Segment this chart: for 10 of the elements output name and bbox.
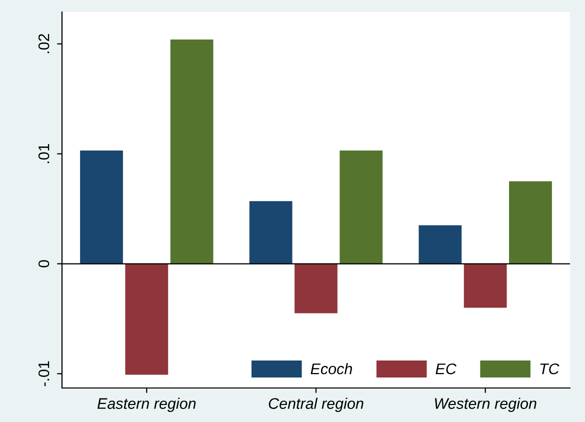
- y-tick-label: .01: [38, 144, 50, 164]
- legend-label: TC: [540, 363, 560, 374]
- y-tick-label: -.01: [38, 361, 50, 386]
- legend-label: Ecoch: [310, 363, 352, 374]
- x-tick-label: Eastern region: [97, 398, 196, 412]
- y-tick-label: .02: [38, 34, 50, 54]
- y-tick-label: 0: [38, 260, 50, 268]
- x-tick-label: Western region: [434, 398, 536, 412]
- x-tick-label: Central region: [268, 398, 364, 412]
- legend-label: EC: [436, 363, 457, 374]
